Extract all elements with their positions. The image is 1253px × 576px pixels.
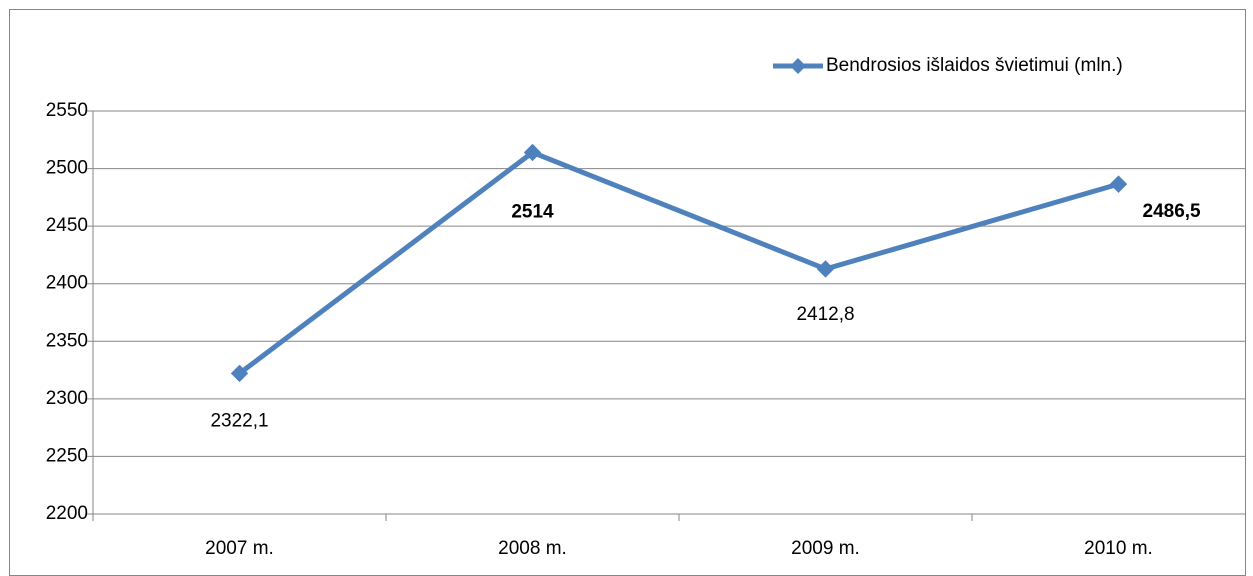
y-tick-label: 2500 [46,158,88,179]
y-tick-label: 2400 [46,273,88,294]
y-tick-label: 2350 [46,330,88,351]
x-tick-label: 2010 m. [1084,538,1153,559]
marker [1109,175,1128,193]
x-tick-label: 2008 m. [498,538,567,559]
y-tick-label: 2250 [46,445,88,466]
value-label: 2486,5 [1143,201,1202,222]
legend-marker [790,58,806,74]
x-tick-label: 2009 m. [791,538,860,559]
marker [816,260,835,278]
line [237,149,1120,376]
marker [523,143,542,162]
y-tick-label: 2200 [46,503,88,524]
y-tick-label: 2450 [46,215,88,236]
value-label: 2322,1 [210,410,268,431]
y-tick-label: 2300 [46,388,88,409]
x-tick-label: 2007 m. [205,538,274,559]
value-label: 2412,8 [796,304,854,325]
legend-label: Bendrosios išlaidos švietimui (mln.) [826,55,1123,76]
marker [230,364,249,383]
chart-border [9,9,1246,576]
value-label: 2514 [511,201,554,222]
y-tick-label: 2550 [46,100,88,121]
